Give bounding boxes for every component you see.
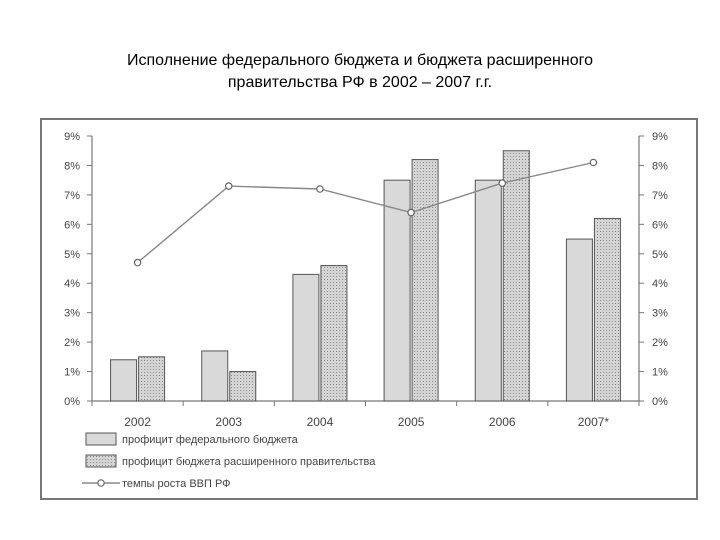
bar-extended-gov-surplus	[320, 265, 348, 402]
legend-swatch-extended-gov-surplus	[85, 454, 117, 468]
bar-federal-surplus	[383, 179, 411, 402]
chart-title-line-1: Исполнение федерального бюджета и бюджет…	[127, 52, 593, 69]
x-tick-label: 2003	[215, 415, 242, 429]
bar-extended-gov-surplus	[502, 150, 530, 402]
y-tick-label-right: 7%	[652, 190, 668, 202]
y-tick-label-left: 2%	[64, 337, 80, 349]
gdp-growth-point	[224, 182, 233, 190]
y-tick-label-left: 7%	[64, 190, 80, 202]
y-tick-label-right: 3%	[652, 308, 668, 320]
chart-title-line-2: правительства РФ в 2002 – 2007 г.г.	[227, 74, 493, 91]
legend-entry-extended-gov-surplus: профицит бюджета расширенного правительс…	[85, 454, 376, 468]
y-tick-label-left: 5%	[64, 249, 80, 261]
x-tick-label: 2004	[307, 415, 334, 429]
y-tick-label-left: 1%	[64, 367, 80, 379]
y-tick-label-right: 6%	[652, 219, 668, 231]
gdp-growth-point	[407, 208, 415, 217]
y-tick-label-left: 8%	[64, 160, 80, 172]
gdp-growth-point	[133, 258, 142, 267]
y-tick-label-left: 9%	[64, 131, 80, 143]
chart-svg: 0% 0% 1% 1% 2% 2% 3% 3% 4% 4% 5% 5% 6% 6% 7% 7% 8% 8% 9% 9%…	[64, 131, 668, 490]
bar-federal-surplus	[292, 273, 320, 402]
legend-label: темпы роста ВВП РФ	[122, 478, 231, 490]
legend-swatch-gdp-marker	[97, 479, 105, 487]
legend-entry-gdp-growth: темпы роста ВВП РФ	[82, 478, 231, 490]
y-tick-label-right: 0%	[652, 396, 668, 408]
bar-extended-gov-surplus	[593, 217, 621, 402]
gdp-growth-point	[498, 179, 507, 187]
chart-title: Исполнение федерального бюджета и бюджет…	[40, 50, 680, 94]
y-tick-label-right: 8%	[652, 160, 668, 172]
legend-entry-federal-surplus: профицит федерального бюджета	[85, 432, 299, 446]
y-tick-label-left: 6%	[64, 219, 80, 231]
x-tick-label: 2005	[398, 415, 425, 429]
y-tick-label-left: 0%	[64, 396, 80, 408]
y-tick-label-right: 9%	[652, 131, 668, 143]
legend-swatch-federal-surplus	[85, 432, 117, 446]
bar-federal-surplus	[474, 179, 502, 402]
bar-extended-gov-surplus	[138, 356, 166, 402]
y-tick-label-right: 2%	[652, 337, 668, 349]
bar-federal-surplus	[201, 350, 229, 402]
legend-label: профицит федерального бюджета	[122, 434, 299, 446]
y-tick-label-right: 1%	[652, 367, 668, 379]
y-tick-label-left: 3%	[64, 308, 80, 320]
y-tick-label-right: 4%	[652, 278, 668, 290]
gdp-growth-point	[316, 185, 324, 193]
y-tick-label-left: 4%	[64, 278, 80, 290]
x-tick-label: 2006	[489, 415, 516, 429]
bar-extended-gov-surplus	[411, 159, 439, 402]
y-tick-label-right: 5%	[652, 249, 668, 261]
chart-frame: 0% 0% 1% 1% 2% 2% 3% 3% 4% 4% 5% 5% 6% 6% 7% 7% 8% 8% 9% 9%…	[40, 118, 698, 500]
gdp-growth-line	[137, 161, 594, 264]
gdp-growth-point	[589, 158, 598, 167]
bar-extended-gov-surplus	[229, 371, 257, 402]
x-tick-label: 2002	[124, 415, 151, 429]
bar-federal-surplus	[110, 359, 138, 402]
legend-label: профицит бюджета расширенного правительс…	[122, 456, 376, 468]
bar-federal-surplus	[565, 238, 593, 402]
x-tick-label: 2007*	[578, 415, 610, 429]
